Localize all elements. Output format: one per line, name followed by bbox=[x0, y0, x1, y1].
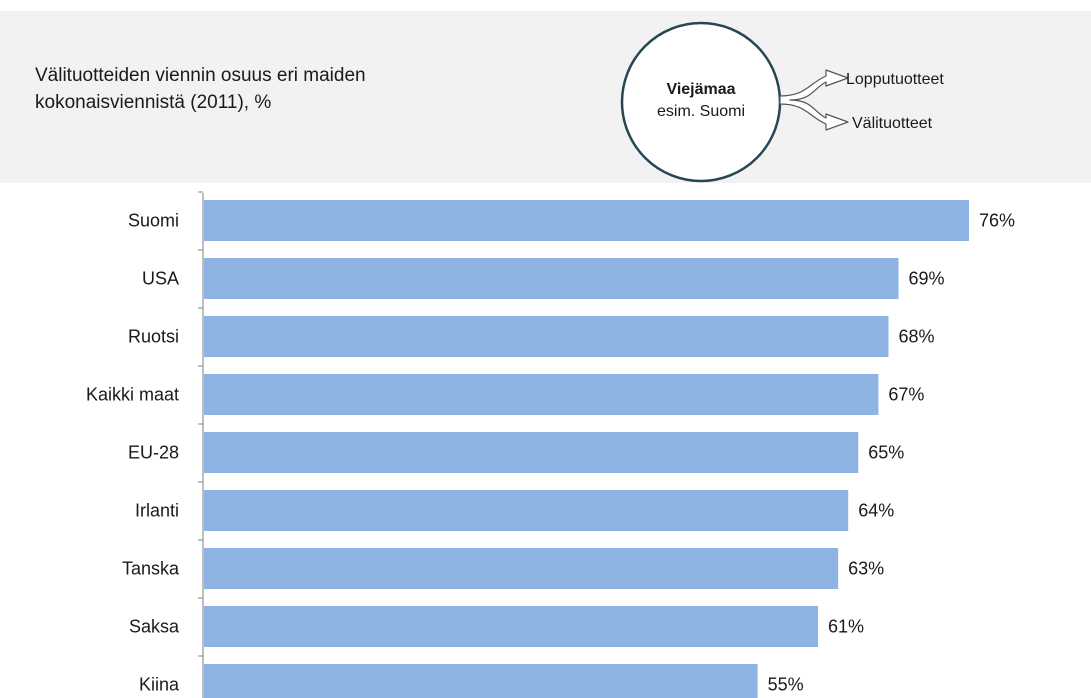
bar-suomi bbox=[204, 200, 969, 241]
exporter-circle bbox=[620, 21, 782, 183]
bar-irlanti bbox=[204, 490, 849, 531]
category-label: Suomi bbox=[128, 211, 179, 231]
arrow-top-label: Lopputuotteet bbox=[846, 71, 944, 88]
bar-tanska bbox=[204, 548, 839, 589]
value-label: 76% bbox=[979, 211, 1015, 231]
bar-usa bbox=[204, 258, 899, 299]
arrow-bottom-label: Välituotteet bbox=[852, 115, 933, 132]
category-label: Kaikki maat bbox=[86, 385, 179, 405]
bar-kiina bbox=[204, 664, 758, 698]
category-label: Kiina bbox=[139, 675, 180, 695]
chart-title: Välituotteiden viennin osuus eri maiden … bbox=[35, 65, 366, 113]
bar-chart: Suomi 76% USA 69% Ruotsi 68% Kaikki maat 67% EU-… bbox=[86, 191, 1015, 698]
category-label: Ruotsi bbox=[128, 327, 179, 347]
exporter-circle-subtitle: esim. Suomi bbox=[657, 103, 745, 120]
value-label: 69% bbox=[909, 269, 945, 289]
header-panel bbox=[0, 11, 1091, 183]
value-label: 67% bbox=[888, 385, 924, 405]
value-label: 55% bbox=[768, 675, 804, 695]
category-label: Saksa bbox=[129, 617, 180, 637]
value-label: 65% bbox=[868, 443, 904, 463]
category-label: Irlanti bbox=[135, 501, 179, 521]
value-label: 64% bbox=[858, 501, 894, 521]
bar-kaikki-maat bbox=[204, 374, 879, 415]
value-label: 63% bbox=[848, 559, 884, 579]
category-label: USA bbox=[142, 269, 179, 289]
bar-ruotsi bbox=[204, 316, 889, 357]
bar-saksa bbox=[204, 606, 819, 647]
category-label: EU-28 bbox=[128, 443, 179, 463]
category-label: Tanska bbox=[122, 559, 180, 579]
value-label: 68% bbox=[898, 327, 934, 347]
exporter-circle-title: Viejämaa bbox=[666, 81, 735, 98]
value-label: 61% bbox=[828, 617, 864, 637]
bar-eu-28 bbox=[204, 432, 859, 473]
export-diagram: Viejämaa esim. Suomi Lopputuotteet Välit… bbox=[620, 21, 944, 183]
split-arrow-icon bbox=[779, 69, 849, 131]
